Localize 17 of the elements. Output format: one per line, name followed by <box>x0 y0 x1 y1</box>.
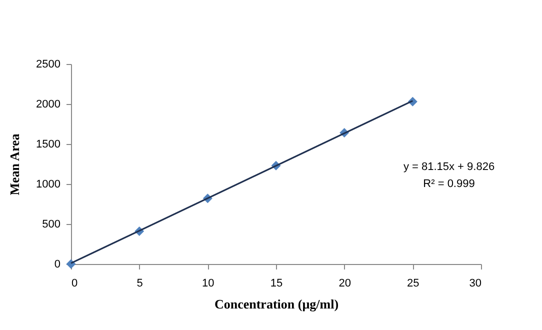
x-axis-title: Concentration (µg/ml) <box>214 296 339 312</box>
annotation: R² = 0.999 <box>423 178 475 190</box>
y-tick-label: 0 <box>54 258 60 270</box>
annotation: y = 81.15x + 9.826 <box>403 161 495 173</box>
x-tick-label: 15 <box>270 278 283 290</box>
y-tick-label: 500 <box>42 218 60 230</box>
y-tick-label: 1500 <box>36 138 60 150</box>
y-tick-label: 2000 <box>36 98 60 110</box>
y-tick-label: 1000 <box>36 178 60 190</box>
x-tick-label: 25 <box>407 278 420 290</box>
x-tick-label: 30 <box>469 278 482 290</box>
y-tick-label: 2500 <box>36 58 60 70</box>
x-tick-label: 0 <box>72 278 78 290</box>
x-tick-label: 5 <box>136 278 143 290</box>
x-tick-label: 20 <box>338 278 351 290</box>
x-tick-label: 10 <box>202 278 214 290</box>
y-axis-title: Mean Area <box>7 133 22 196</box>
